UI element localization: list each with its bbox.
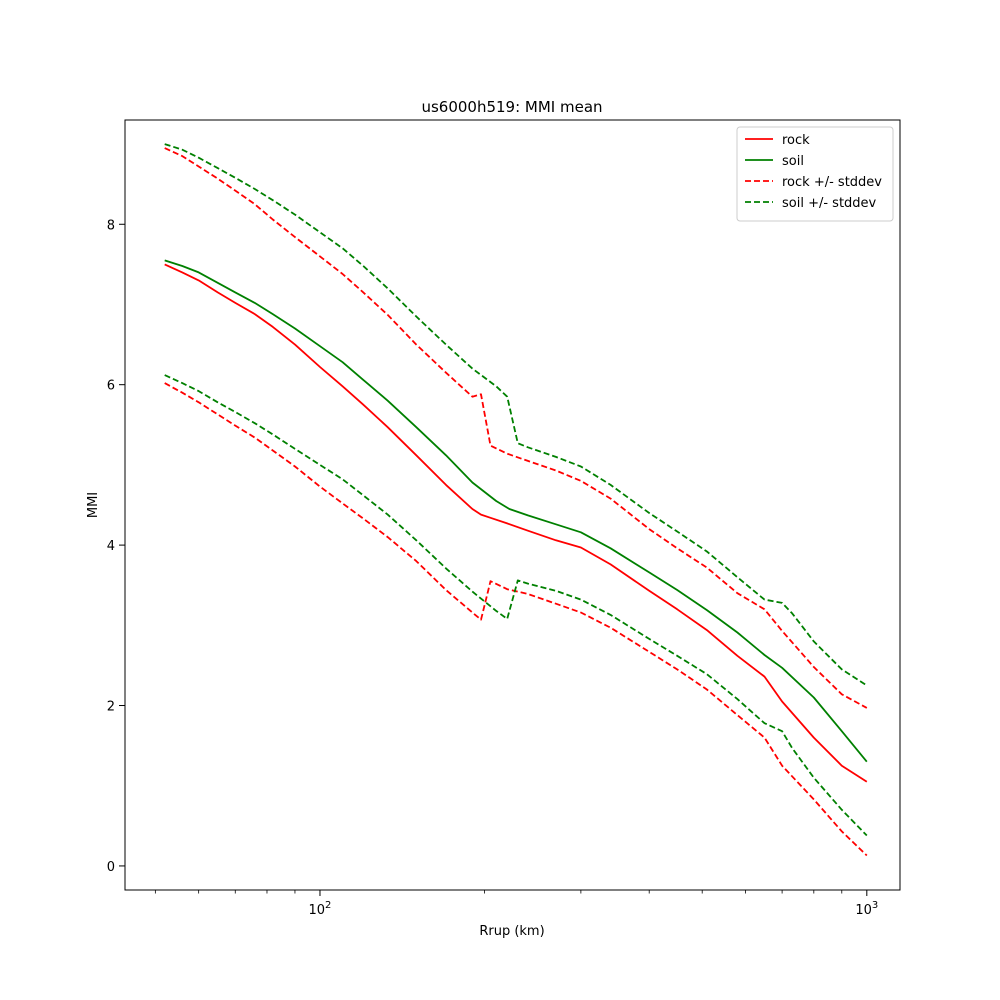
x-tick-label: 102: [309, 900, 332, 918]
plot-lines: [164, 143, 868, 857]
y-tick-label: 0: [107, 860, 115, 875]
y-tick-label: 2: [107, 700, 115, 715]
y-axis: 0 2 4 6 8: [107, 218, 125, 875]
x-axis: 102 103: [154, 890, 878, 918]
series-line-soil-stddev-4: [164, 143, 868, 687]
legend-box: [736, 126, 894, 222]
x-axis-title: Rrup (km): [479, 924, 544, 939]
series-line-rock-stddev-2: [164, 147, 868, 709]
y-tick-label: 4: [107, 539, 115, 554]
series-line-rock-stddev-3: [164, 382, 868, 857]
legend-label: rock: [782, 133, 810, 148]
series-line-rock-0: [164, 263, 868, 783]
y-axis-title: MMI: [86, 492, 101, 518]
chart-title: us6000h519: MMI mean: [421, 98, 602, 116]
legend: rock soil rock +/- stddev soil +/- stddev: [736, 126, 894, 222]
x-tick-label: 103: [855, 900, 878, 918]
y-tick-label: 6: [107, 379, 115, 394]
plot-frame: [124, 119, 901, 891]
legend-label: soil: [782, 154, 804, 169]
y-tick-label: 8: [107, 218, 115, 233]
legend-label: soil +/- stddev: [782, 196, 877, 211]
legend-label: rock +/- stddev: [782, 175, 882, 190]
series-line-soil-stddev-5: [164, 374, 868, 837]
series-line-soil-1: [164, 259, 868, 763]
